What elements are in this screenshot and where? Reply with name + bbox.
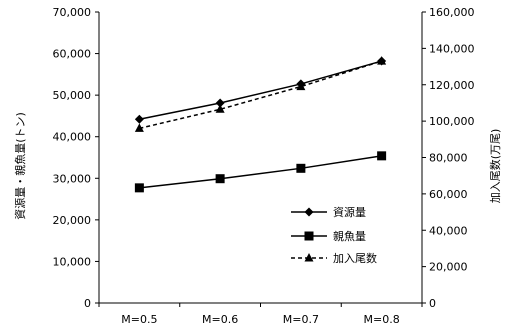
left-tick-label: 60,000: [53, 48, 92, 61]
left-tick-label: 50,000: [53, 89, 92, 102]
data-point-square: [377, 151, 387, 161]
x-tick-label: M=0.5: [121, 313, 157, 326]
legend-label: 加入尾数: [333, 252, 377, 265]
x-tick-label: M=0.7: [283, 313, 319, 326]
right-tick-label: 160,000: [429, 6, 475, 19]
data-point-square: [296, 163, 306, 173]
data-point-diamond: [304, 207, 314, 217]
left-tick-label: 70,000: [53, 6, 92, 19]
right-tick-label: 60,000: [429, 188, 468, 201]
data-point-diamond: [215, 98, 225, 108]
x-tick-label: M=0.8: [364, 313, 400, 326]
left-tick-label: 0: [84, 297, 91, 310]
right-tick-label: 100,000: [429, 115, 475, 128]
legend-item: 加入尾数: [291, 252, 377, 265]
data-point-triangle: [215, 104, 225, 113]
x-axis: M=0.5 M=0.6 M=0.7 M=0.8: [98, 302, 423, 326]
data-point-triangle: [304, 253, 314, 262]
data-point-triangle: [296, 81, 306, 91]
data-point-triangle: [377, 56, 387, 65]
series-triangle: [134, 56, 387, 132]
left-y-axis: 0 10,000 20,000 30,000 40,000 50,000 60,000 70,…: [53, 6, 100, 310]
right-tick-label: 120,000: [429, 79, 475, 92]
right-axis-title: 加入尾数(万尾): [489, 129, 502, 204]
plot-area: [134, 56, 387, 193]
right-tick-label: 140,000: [429, 42, 475, 55]
data-point-square: [215, 174, 225, 184]
legend-label: 資源量: [333, 205, 366, 219]
data-point-triangle: [134, 123, 144, 132]
series-diamond: [134, 56, 387, 124]
right-tick-label: 20,000: [429, 261, 468, 274]
left-tick-label: 10,000: [53, 255, 92, 268]
left-tick-label: 30,000: [53, 172, 92, 185]
series-line-diamond: [139, 60, 382, 120]
data-point-square: [304, 231, 314, 241]
series-square: [134, 151, 387, 193]
data-point-square: [134, 183, 144, 193]
right-y-axis: 0 20,000 40,000 60,000 80,000 100,000 120,000 1…: [421, 6, 475, 310]
left-tick-label: 20,000: [53, 214, 92, 227]
x-tick-label: M=0.6: [202, 313, 238, 326]
left-tick-label: 40,000: [53, 131, 92, 144]
right-tick-label: 0: [429, 297, 436, 310]
data-point-diamond: [134, 114, 144, 124]
right-tick-label: 80,000: [429, 152, 468, 165]
legend-label: 親魚量: [333, 230, 366, 243]
right-tick-label: 40,000: [429, 224, 468, 237]
series-line-square: [139, 155, 382, 189]
legend-item: 資源量: [291, 205, 366, 219]
left-axis-title: 資源量・親魚量(トン): [13, 112, 27, 220]
legend-item: 親魚量: [291, 230, 366, 243]
